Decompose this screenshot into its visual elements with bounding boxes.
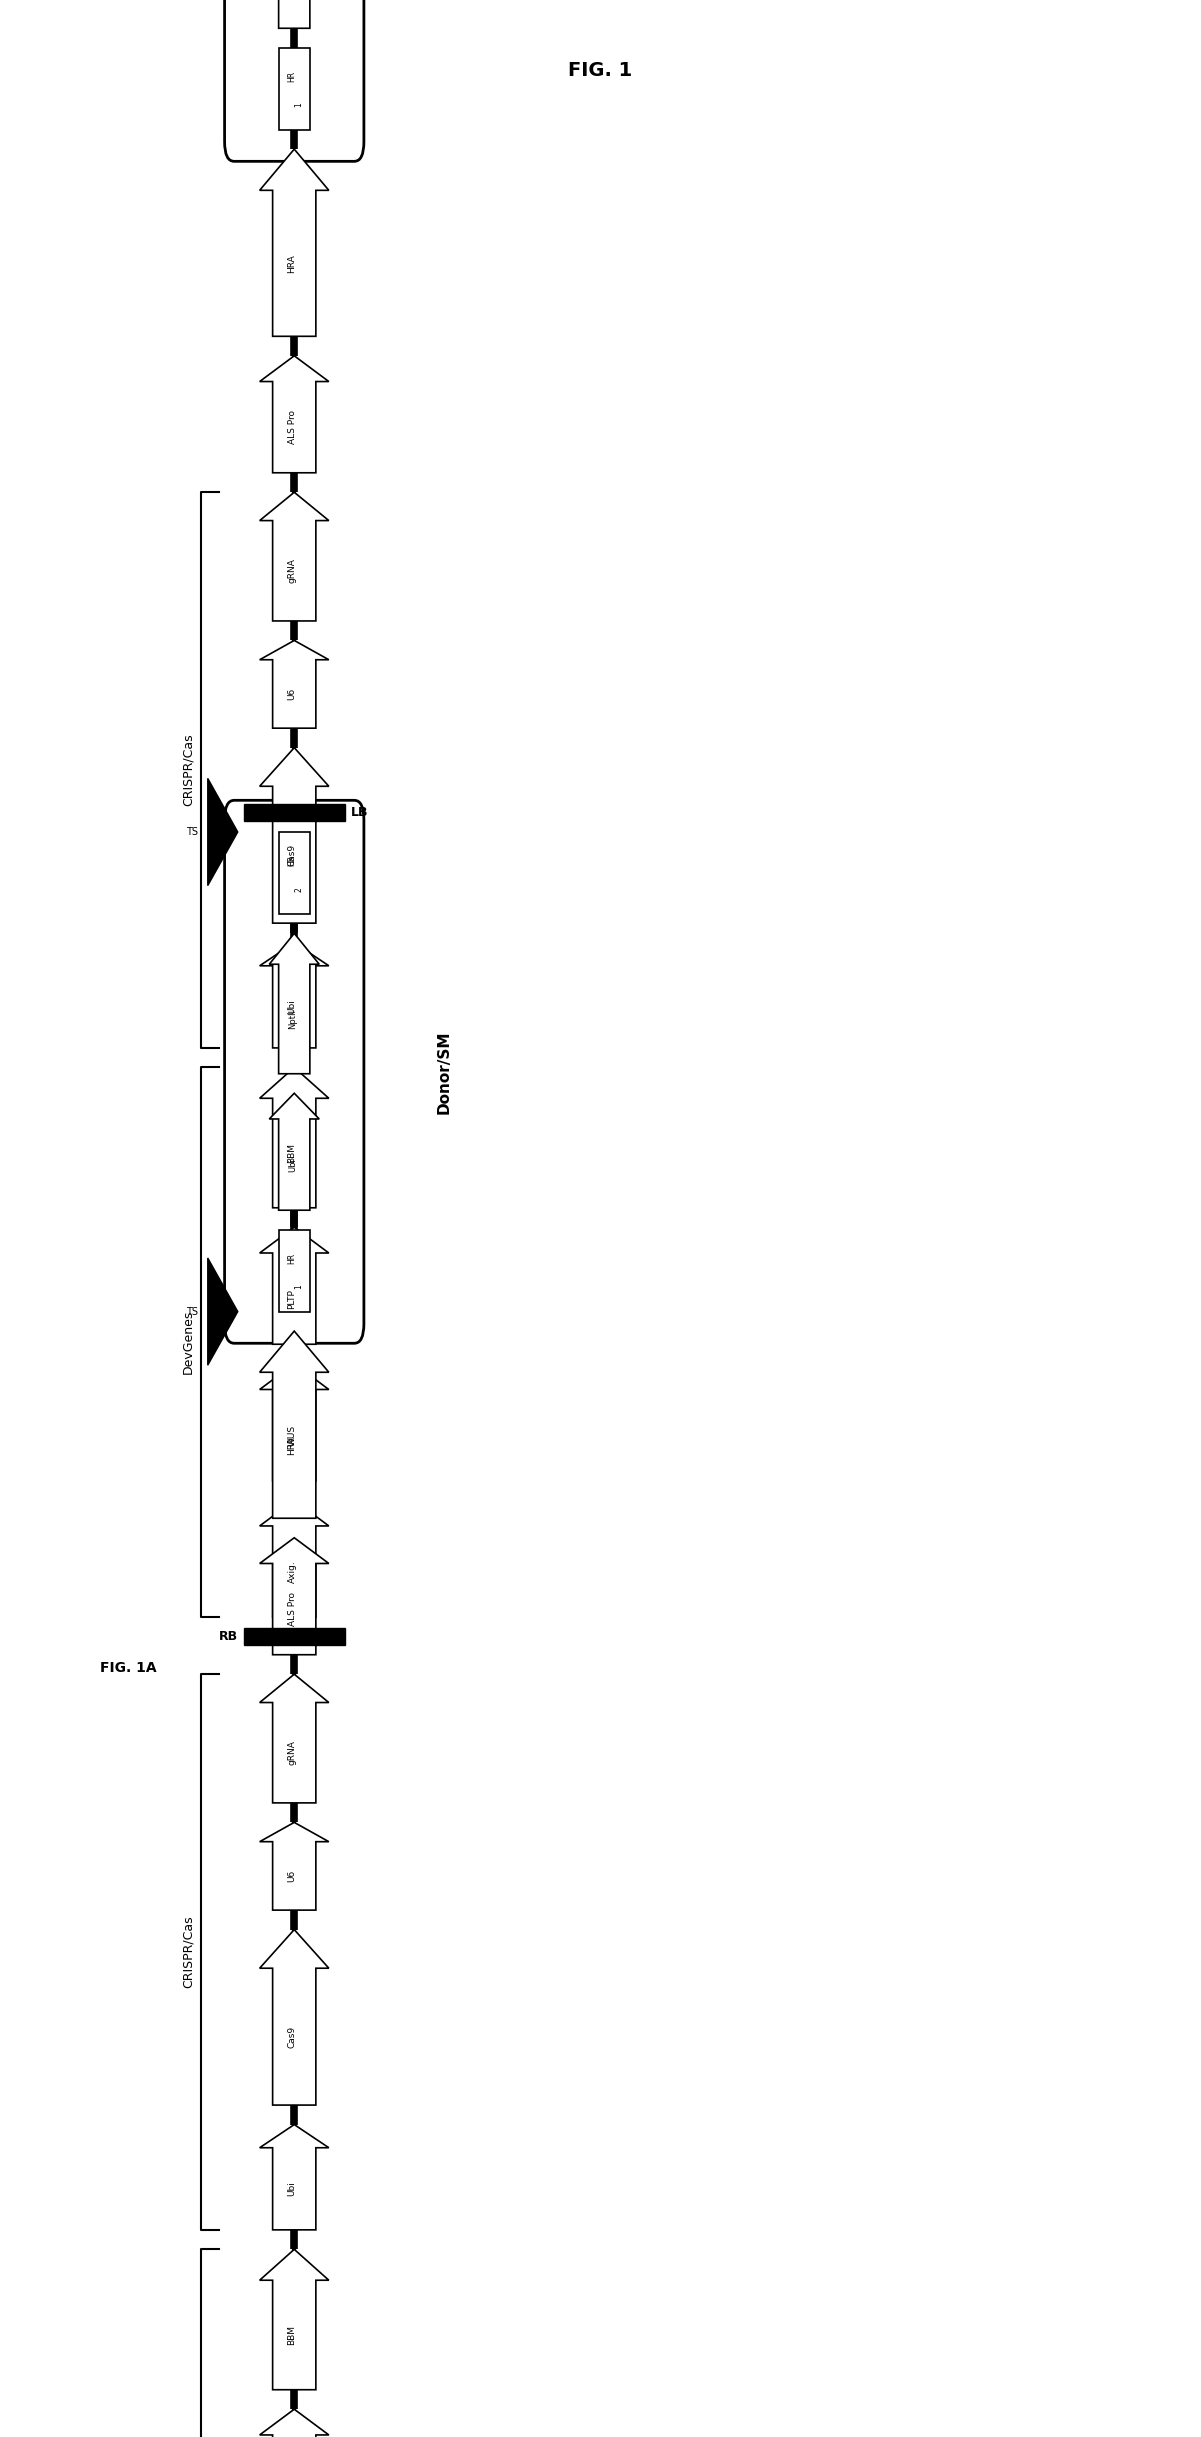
Polygon shape — [259, 1331, 329, 1518]
Text: WUS: WUS — [287, 1426, 297, 1445]
Text: 1: 1 — [294, 102, 304, 107]
Text: CRISPR/Cas: CRISPR/Cas — [181, 734, 195, 807]
Polygon shape — [259, 1538, 329, 1655]
Text: ALS Pro: ALS Pro — [287, 1591, 297, 1625]
Text: TS: TS — [186, 1306, 198, 1316]
Text: HR: HR — [287, 1253, 297, 1265]
Polygon shape — [259, 1365, 329, 1482]
Bar — [279, 1231, 310, 1311]
Text: Ubi: Ubi — [287, 999, 297, 1014]
Text: RB: RB — [219, 1630, 238, 1643]
Polygon shape — [269, 0, 319, 29]
Polygon shape — [259, 641, 329, 729]
Text: DevGenes: DevGenes — [181, 1311, 195, 1374]
Text: FIG. 1: FIG. 1 — [568, 61, 633, 80]
Text: gRNA: gRNA — [287, 558, 297, 582]
Text: Cas9: Cas9 — [287, 2025, 297, 2047]
Text: NptII: NptII — [288, 1009, 297, 1028]
Text: 2: 2 — [294, 887, 304, 892]
Text: LB: LB — [351, 807, 369, 819]
Text: TS: TS — [186, 826, 198, 836]
Text: 1: 1 — [294, 1284, 304, 1289]
Polygon shape — [259, 2125, 329, 2230]
Text: HRA: HRA — [287, 253, 297, 273]
Text: CRISPR/Cas: CRISPR/Cas — [181, 1915, 195, 1989]
Polygon shape — [259, 1501, 329, 1618]
Text: BBM: BBM — [287, 2325, 297, 2344]
Bar — [279, 49, 310, 129]
FancyBboxPatch shape — [225, 0, 364, 161]
Polygon shape — [259, 1228, 329, 1345]
Text: gRNA: gRNA — [287, 1740, 297, 1764]
Bar — [244, 1628, 345, 1645]
Polygon shape — [259, 943, 329, 1048]
Text: PLTP: PLTP — [287, 1289, 297, 1309]
Text: Ubi: Ubi — [287, 2181, 297, 2196]
Text: U6: U6 — [287, 687, 297, 699]
Text: Donor/SM: Donor/SM — [437, 1031, 452, 1114]
Polygon shape — [269, 1094, 319, 1211]
Text: ALS Pro: ALS Pro — [287, 409, 297, 444]
Text: FIG. 1A: FIG. 1A — [100, 1662, 157, 1674]
Text: HR: HR — [287, 855, 297, 865]
Polygon shape — [259, 1067, 329, 1209]
Polygon shape — [259, 2410, 329, 2437]
Text: Ubi: Ubi — [288, 1158, 297, 1172]
Bar — [244, 804, 345, 821]
Polygon shape — [259, 1823, 329, 1911]
Polygon shape — [259, 356, 329, 473]
Text: BBM: BBM — [287, 1143, 297, 1162]
Text: HRA: HRA — [287, 1435, 297, 1455]
FancyBboxPatch shape — [225, 799, 364, 1343]
Polygon shape — [208, 777, 238, 885]
Polygon shape — [259, 149, 329, 336]
Text: Axig.: Axig. — [287, 1560, 297, 1584]
Text: Cas9: Cas9 — [287, 843, 297, 865]
Text: HR: HR — [287, 71, 297, 83]
Polygon shape — [259, 2249, 329, 2391]
Polygon shape — [259, 748, 329, 924]
Polygon shape — [259, 1674, 329, 1803]
Polygon shape — [259, 492, 329, 621]
Text: U6: U6 — [287, 1869, 297, 1881]
Polygon shape — [259, 1930, 329, 2106]
Bar — [279, 831, 310, 914]
Polygon shape — [269, 933, 319, 1075]
Polygon shape — [208, 1257, 238, 1365]
